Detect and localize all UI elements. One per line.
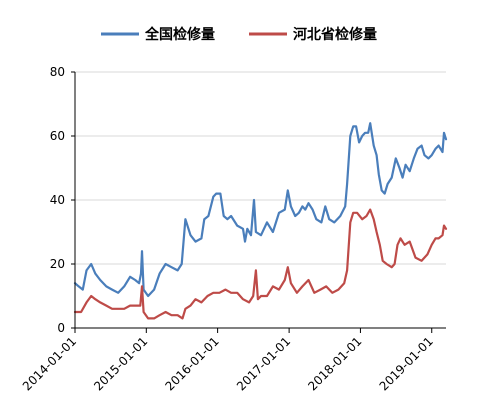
y-tick-label-60: 60 [50,129,65,143]
legend-label-national: 全国检修量 [144,26,215,43]
legend: 全国检修量 河北省检修量 [101,26,377,43]
series-line-hebei [73,208,448,320]
gridlines [75,71,446,265]
y-axis-ticks: 0 20 40 60 80 [50,65,65,335]
x-tick-label-2016-01-01: 2016-01-01 [163,334,222,393]
series-lines [73,122,448,320]
y-tick-label-40: 40 [50,193,65,207]
y-tick-label-20: 20 [50,257,65,271]
x-tick-label-2018-01-01: 2018-01-01 [305,334,364,393]
x-tick-label-2017-01-01: 2017-01-01 [234,334,293,393]
series-line-national [73,122,448,298]
legend-item-national: 全国检修量 [101,26,215,43]
x-tick-label-2019-01-01: 2019-01-01 [377,334,436,393]
y-tick-label-80: 80 [50,65,65,79]
axes [71,71,446,333]
x-tick-label-2014-01-01: 2014-01-01 [20,334,79,393]
legend-item-hebei: 河北省检修量 [249,26,377,43]
x-axis-ticks: 2014-01-01 2015-01-01 2016-01-01 2017-01-01… [20,334,436,393]
legend-label-hebei: 河北省检修量 [293,26,377,43]
x-tick-label-2015-01-01: 2015-01-01 [91,334,150,393]
y-tick-label-0: 0 [57,321,65,335]
